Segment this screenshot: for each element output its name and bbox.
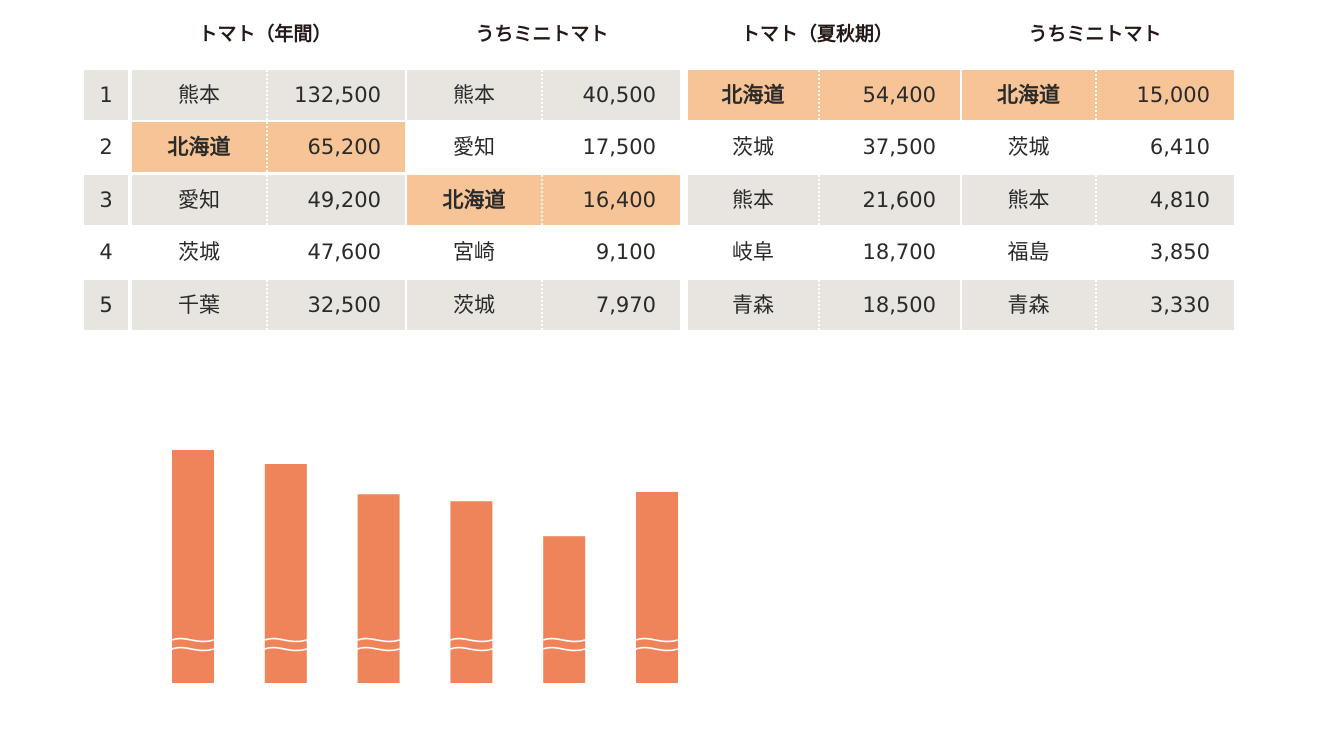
value-cell: 21,600	[818, 175, 960, 225]
axis-break-mark	[264, 637, 308, 643]
prefecture-cell: 青森	[962, 280, 1095, 330]
prefecture-cell: 茨城	[732, 135, 774, 159]
prefecture-cell: 福島	[1007, 240, 1050, 264]
value-cell: 18,700	[862, 240, 936, 264]
column-header: トマト（夏秋期）	[740, 23, 893, 45]
value-cell: 17,500	[582, 135, 656, 159]
value-cell: 6,410	[1149, 135, 1210, 159]
prefecture-cell: 北海道	[132, 122, 266, 172]
value-cell: 32,500	[266, 280, 405, 330]
bar	[357, 494, 400, 683]
value-cell: 7,970	[541, 280, 680, 330]
prefecture-cell: 愛知	[453, 135, 495, 159]
axis-break-mark	[171, 646, 215, 652]
prefecture-cell: 茨城	[407, 280, 541, 330]
prefecture-cell: 北海道	[962, 70, 1095, 120]
rank-cell: 3	[84, 175, 128, 225]
rank-cell: 4	[99, 240, 113, 264]
prefecture-cell: 愛知	[132, 175, 266, 225]
bar	[543, 536, 586, 683]
bar	[264, 463, 307, 683]
value-cell: 18,500	[818, 280, 960, 330]
column-header: うちミニトマト	[475, 23, 609, 45]
prefecture-cell: 岐阜	[732, 240, 774, 264]
prefecture-cell: 北海道	[407, 175, 541, 225]
prefecture-cell: 千葉	[132, 280, 266, 330]
value-cell: 40,500	[541, 70, 680, 120]
rank-cell: 5	[84, 280, 128, 330]
rank-cell: 1	[84, 70, 128, 120]
prefecture-cell: 熊本	[962, 175, 1095, 225]
prefecture-cell: 熊本	[132, 70, 266, 120]
axis-break-mark	[450, 646, 493, 652]
axis-break-mark	[542, 646, 586, 652]
prefecture-cell: 茨城	[1007, 135, 1050, 159]
column-header: うちミニトマト	[1028, 23, 1162, 45]
value-cell: 3,850	[1149, 240, 1210, 264]
value-cell: 3,330	[1095, 280, 1234, 330]
prefecture-cell: 宮崎	[453, 240, 495, 264]
value-cell: 4,810	[1095, 175, 1234, 225]
value-cell: 132,500	[266, 70, 405, 120]
prefecture-cell: 茨城	[178, 240, 220, 264]
bar	[636, 491, 678, 683]
axis-break-mark	[171, 637, 215, 643]
value-cell: 9,100	[595, 240, 656, 264]
axis-break-mark	[542, 637, 586, 643]
column-header: トマト（年間）	[198, 23, 332, 45]
prefecture-cell: 北海道	[688, 70, 818, 120]
prefecture-cell: 青森	[688, 280, 818, 330]
value-cell: 65,200	[266, 122, 405, 172]
prefecture-cell: 熊本	[688, 175, 818, 225]
bar	[172, 450, 214, 683]
value-cell: 16,400	[541, 175, 680, 225]
bar	[450, 501, 493, 683]
value-cell: 37,500	[862, 135, 936, 159]
value-cell: 15,000	[1095, 70, 1234, 120]
prefecture-cell: 熊本	[407, 70, 541, 120]
axis-break-mark	[264, 646, 308, 652]
axis-break-mark	[450, 637, 493, 643]
axis-break-mark	[357, 646, 400, 652]
value-cell: 54,400	[818, 70, 960, 120]
rank-cell: 2	[99, 135, 113, 159]
value-cell: 47,600	[307, 240, 381, 264]
axis-break-mark	[635, 637, 679, 643]
axis-break-mark	[357, 637, 400, 643]
value-cell: 49,200	[266, 175, 405, 225]
axis-break-mark	[635, 646, 679, 652]
